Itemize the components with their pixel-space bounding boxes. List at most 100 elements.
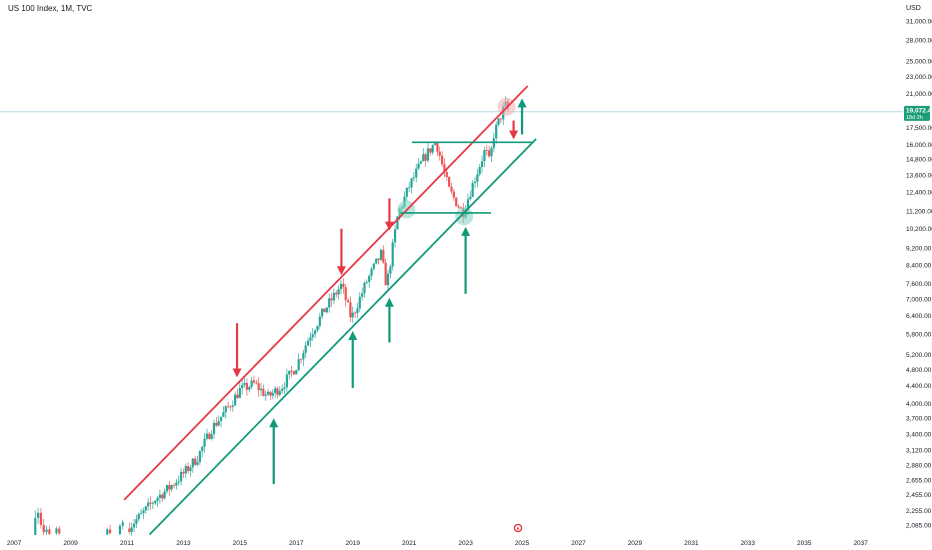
candle (165, 484, 169, 494)
candle-body (445, 171, 448, 178)
candle-body (448, 177, 451, 187)
y-tick-label: 14,800.00 (906, 156, 932, 163)
candle (194, 455, 197, 466)
candle (219, 416, 223, 428)
candle (142, 507, 145, 520)
arrow-head (384, 221, 394, 231)
candles-layer (34, 96, 510, 536)
up-arrow-icon[interactable] (269, 418, 279, 485)
candle (295, 369, 298, 375)
candle (488, 145, 491, 159)
down-arrow-icon[interactable] (232, 323, 242, 378)
candle (241, 379, 244, 395)
candle-body (351, 312, 354, 318)
candle-body (346, 300, 350, 303)
candle-body (344, 287, 347, 301)
candle (382, 245, 385, 264)
candle (356, 302, 359, 319)
y-tick-label: 8,400.00 (906, 262, 932, 269)
y-tick-label: 17,500.00 (906, 125, 932, 132)
candle-body (393, 229, 397, 243)
up-arrow-icon[interactable] (461, 226, 471, 294)
currency-label[interactable]: USD (906, 5, 921, 12)
candle-body (288, 370, 291, 375)
candle-body (196, 462, 199, 465)
candle (208, 432, 211, 440)
candle-body (165, 485, 169, 492)
candle-body (332, 292, 336, 301)
candle (344, 283, 347, 307)
x-tick-label: 2021 (402, 540, 417, 547)
candle (210, 430, 213, 441)
trendlines-layer[interactable] (123, 85, 537, 536)
candle (266, 388, 270, 396)
candle (405, 187, 408, 202)
y-tick-label: 6,400.00 (906, 313, 932, 320)
candle (132, 518, 136, 533)
candle (229, 405, 232, 411)
candle (290, 366, 293, 378)
candle-body (304, 345, 307, 353)
candle (281, 384, 284, 394)
tradingview-logo[interactable] (513, 523, 523, 533)
candle-body (337, 289, 340, 295)
candle (156, 496, 159, 508)
symbol-title[interactable]: US 100 Index, 1M, TVC (8, 4, 93, 13)
logo-ring-icon (513, 523, 523, 533)
candle (179, 467, 183, 486)
lower-channel-line[interactable] (148, 138, 537, 536)
y-tick-label: 25,000.00 (906, 59, 932, 66)
candle-body (476, 174, 479, 182)
candle (351, 306, 354, 323)
candle (455, 197, 458, 207)
y-tick-label: 7,000.00 (906, 296, 932, 303)
candle-body (368, 275, 371, 283)
candle-body (356, 308, 359, 313)
down-arrow-icon[interactable] (336, 228, 346, 276)
candle-body (203, 438, 206, 447)
x-tick-label: 2019 (346, 540, 361, 547)
candle (182, 468, 185, 479)
candle-body (139, 513, 143, 514)
candle (215, 417, 218, 428)
candle (222, 406, 225, 417)
candle-body (455, 197, 458, 207)
candle-body (241, 384, 244, 389)
up-arrow-icon[interactable] (384, 297, 394, 343)
candle (297, 353, 300, 372)
candle (375, 258, 378, 265)
candle-body (234, 394, 237, 406)
candle-body (118, 525, 122, 535)
candle (391, 238, 394, 271)
highlight-circle (455, 207, 474, 226)
candle-body (210, 434, 213, 439)
candle (45, 525, 48, 535)
candle (163, 488, 166, 500)
down-arrow-icon[interactable] (384, 198, 394, 231)
candle-body (259, 388, 263, 391)
upper-channel-line[interactable] (123, 85, 529, 501)
candle (410, 177, 413, 194)
candle-body (372, 263, 375, 269)
candle-body (452, 191, 455, 198)
candle (198, 450, 201, 466)
candle (349, 296, 352, 322)
x-tick-label: 2023 (458, 540, 473, 547)
x-axis: 2007 2009 2011 2013 2015 2017 2019 2021 2023 2025… (7, 540, 868, 547)
arrows-layer[interactable] (232, 98, 527, 485)
y-tick-label: 13,600.00 (906, 172, 932, 179)
down-arrow-icon[interactable] (509, 120, 519, 140)
y-tick-label: 23,000.00 (906, 74, 932, 81)
up-arrow-icon[interactable] (517, 98, 527, 135)
candle-body (316, 325, 319, 331)
candle-body (379, 249, 383, 260)
y-tick-label: 4,000.00 (906, 401, 932, 408)
arrow-head (348, 331, 358, 341)
candle (128, 522, 131, 534)
up-arrow-icon[interactable] (348, 331, 358, 388)
candle-body (243, 382, 246, 385)
candle (130, 522, 133, 536)
candle (370, 266, 373, 281)
